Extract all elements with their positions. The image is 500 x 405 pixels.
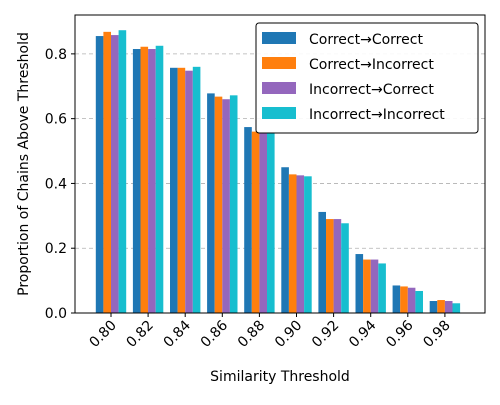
- x-tick-label: 0.84: [161, 317, 194, 350]
- legend-label: Correct→Incorrect: [309, 57, 434, 73]
- x-tick-label: 0.82: [124, 318, 157, 351]
- bar: [133, 49, 141, 313]
- bar: [178, 68, 186, 313]
- bar: [185, 71, 193, 313]
- x-tick-label: 0.88: [235, 318, 268, 351]
- bar: [230, 95, 238, 313]
- bar: [259, 133, 267, 313]
- bar: [281, 167, 289, 313]
- bar: [341, 223, 349, 313]
- bar: [371, 260, 379, 313]
- bar: [156, 46, 164, 313]
- bar: [252, 132, 260, 313]
- x-axis: 0.80 0.82 0.84 0.86 0.88 0.90 0.92 0.94 0.96 0.98: [86, 313, 453, 351]
- y-tick-label: 0.8: [45, 47, 67, 63]
- bar: [363, 260, 371, 313]
- y-tick-label: 0.0: [45, 306, 67, 322]
- x-axis-label: Similarity Threshold: [210, 369, 350, 385]
- bar: [318, 212, 326, 313]
- bar: [222, 99, 230, 313]
- legend-swatch: [262, 107, 296, 119]
- bar: [415, 291, 423, 313]
- bar: [326, 219, 334, 313]
- bar: [170, 68, 178, 313]
- legend-label: Correct→Correct: [309, 32, 423, 48]
- bar: [437, 300, 445, 313]
- y-axis-label: Proportion of Chains Above Threshold: [16, 32, 32, 296]
- bar: [207, 93, 215, 313]
- legend-swatch: [262, 32, 296, 44]
- bar: [289, 174, 297, 313]
- legend-label: Incorrect→Incorrect: [309, 107, 445, 123]
- legend: Correct→Correct Correct→Incorrect Incorrec…: [256, 23, 478, 133]
- bar: [141, 47, 149, 313]
- x-tick-label: 0.80: [86, 318, 119, 351]
- bar: [119, 30, 127, 313]
- x-tick-label: 0.94: [346, 317, 379, 350]
- y-tick-label: 0.4: [45, 176, 67, 192]
- x-tick-label: 0.98: [420, 318, 453, 351]
- legend-swatch: [262, 82, 296, 94]
- bar: [297, 175, 305, 313]
- bar: [103, 32, 111, 313]
- bar: [111, 35, 119, 313]
- bar: [393, 285, 401, 313]
- y-tick-label: 0.6: [45, 112, 67, 128]
- x-tick-label: 0.96: [383, 317, 416, 350]
- bar: [378, 263, 386, 313]
- y-tick-label: 0.2: [45, 241, 67, 257]
- legend-label: Incorrect→Correct: [309, 82, 434, 98]
- bar: [453, 303, 461, 313]
- bar: [215, 97, 223, 313]
- bar: [400, 286, 408, 313]
- bar: [334, 219, 342, 313]
- bar: [408, 288, 416, 313]
- bar: [356, 254, 364, 313]
- bar: [267, 132, 275, 313]
- bar: [304, 176, 312, 313]
- bar: [96, 36, 104, 313]
- bar: [148, 49, 156, 313]
- bar: [244, 127, 252, 313]
- x-tick-label: 0.92: [309, 318, 342, 351]
- bar: [445, 301, 453, 313]
- bar: [430, 301, 438, 313]
- x-tick-label: 0.90: [272, 318, 305, 351]
- x-tick-label: 0.86: [198, 317, 231, 350]
- legend-swatch: [262, 57, 296, 69]
- y-axis: 0.0 0.2 0.4 0.6 0.8: [45, 47, 75, 322]
- bar: [193, 67, 201, 313]
